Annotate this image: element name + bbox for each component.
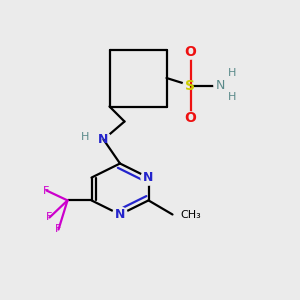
Text: H: H xyxy=(228,68,237,79)
Circle shape xyxy=(214,79,227,92)
Text: N: N xyxy=(143,171,154,184)
Circle shape xyxy=(96,132,111,147)
Text: N: N xyxy=(115,208,125,221)
Text: H: H xyxy=(228,92,237,103)
Circle shape xyxy=(184,46,197,59)
Text: H: H xyxy=(81,131,90,142)
Circle shape xyxy=(141,170,156,185)
Circle shape xyxy=(184,112,197,125)
Text: CH₃: CH₃ xyxy=(180,209,201,220)
Circle shape xyxy=(112,207,128,222)
Text: N: N xyxy=(98,133,109,146)
Text: F: F xyxy=(43,185,50,196)
Text: N: N xyxy=(216,79,225,92)
Text: S: S xyxy=(185,79,196,92)
Text: O: O xyxy=(184,112,196,125)
Text: F: F xyxy=(55,224,62,235)
Text: O: O xyxy=(184,46,196,59)
Circle shape xyxy=(183,78,198,93)
Text: F: F xyxy=(46,212,53,223)
